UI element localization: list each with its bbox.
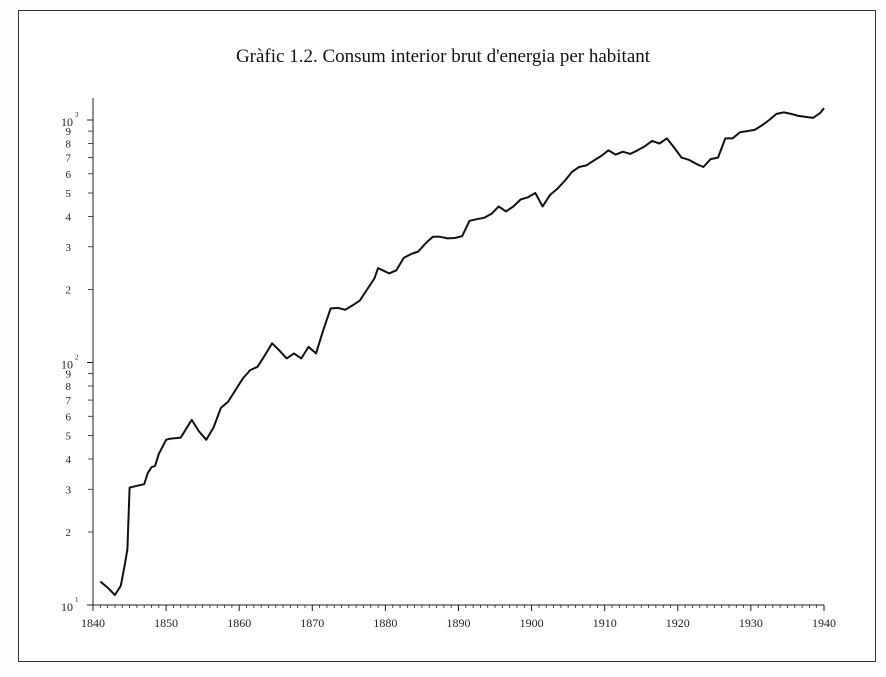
y-minor-tick-label: 5	[66, 188, 72, 200]
chart-frame	[18, 10, 876, 662]
y-decade-exponent: 1	[75, 596, 79, 604]
y-minor-tick-label: 9	[66, 369, 72, 381]
chart-axes: 1840 1850 1860 1870 1880 1890 1900 1910 1920 1930…	[61, 98, 836, 630]
x-tick-label: 1910	[593, 616, 617, 630]
y-minor-tick-label: 7	[66, 395, 72, 407]
y-minor-tick-label: 6	[66, 169, 72, 181]
x-tick-label: 1920	[666, 616, 690, 630]
y-minor-tick-label: 8	[66, 139, 72, 151]
series-layer	[99, 107, 825, 596]
y-minor-tick-label: 3	[66, 242, 72, 254]
series-line	[99, 107, 825, 596]
y-decade-label: 10	[61, 600, 73, 614]
y-minor-tick-label: 2	[66, 527, 72, 539]
y-minor-tick-label: 4	[66, 454, 72, 466]
y-decade-label: 10	[61, 115, 73, 129]
x-tick-label: 1890	[447, 616, 471, 630]
y-minor-tick-label: 3	[66, 484, 72, 496]
y-minor-tick-label: 8	[66, 381, 72, 393]
y-decade-label: 10	[61, 358, 73, 372]
y-minor-tick-label: 7	[66, 153, 72, 165]
x-tick-label: 1870	[300, 616, 324, 630]
x-tick-label: 1860	[227, 616, 251, 630]
y-minor-tick-label: 5	[66, 430, 72, 442]
x-tick-label: 1850	[154, 616, 178, 630]
x-tick-label: 1840	[81, 616, 105, 630]
x-tick-label: 1940	[812, 616, 836, 630]
y-minor-tick-label: 4	[66, 212, 72, 224]
x-tick-label: 1900	[520, 616, 544, 630]
y-decade-exponent: 2	[75, 354, 79, 362]
y-decade-exponent: 3	[75, 111, 79, 119]
y-minor-tick-label: 2	[66, 285, 72, 297]
chart-title: Gràfic 1.2. Consum interior brut d'energ…	[235, 46, 651, 67]
y-minor-tick-label: 6	[66, 411, 72, 423]
x-tick-label: 1880	[373, 616, 397, 630]
y-minor-tick-label: 9	[66, 126, 72, 138]
x-tick-label: 1930	[739, 616, 763, 630]
